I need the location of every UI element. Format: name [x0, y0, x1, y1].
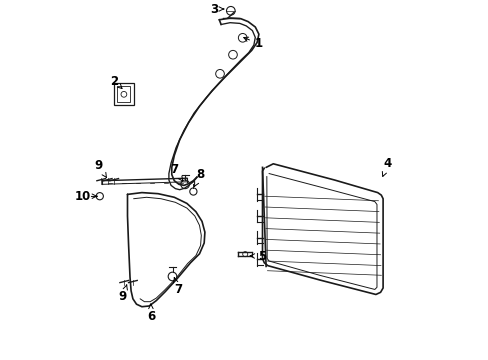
Bar — [117, 86, 130, 102]
Text: 4: 4 — [382, 157, 391, 176]
Text: 7: 7 — [170, 163, 183, 181]
Text: 5: 5 — [250, 250, 265, 263]
Text: 10: 10 — [75, 190, 97, 203]
Text: 9: 9 — [119, 285, 127, 303]
Bar — [114, 83, 134, 105]
Text: 8: 8 — [194, 168, 204, 186]
Text: 7: 7 — [173, 278, 182, 296]
Text: 9: 9 — [94, 159, 106, 177]
Text: 6: 6 — [146, 304, 155, 323]
Text: 3: 3 — [209, 3, 223, 15]
Text: 2: 2 — [110, 75, 122, 89]
Text: 1: 1 — [243, 37, 263, 50]
